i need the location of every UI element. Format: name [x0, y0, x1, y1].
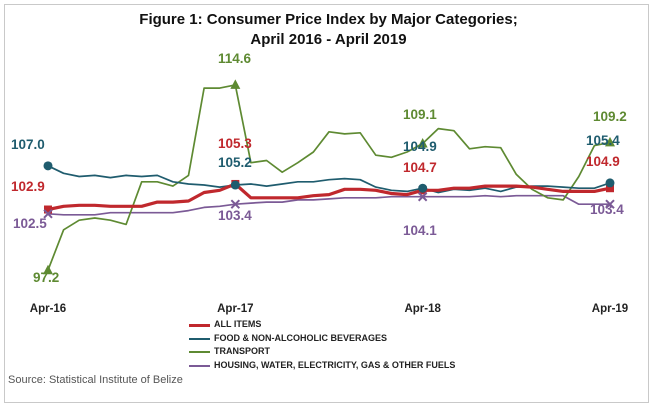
- chart-title: Figure 1: Consumer Price Index by Major …: [139, 11, 518, 28]
- series-line-all-items: [46, 182, 612, 212]
- legend-label: TRANSPORT: [214, 346, 270, 356]
- data-label-transport-0: 97.2: [33, 270, 59, 285]
- source-note: Source: Statistical Institute of Belize: [8, 374, 183, 386]
- legend-swatch: [189, 324, 210, 327]
- data-label-housing-water-electricity-gas-and-other-fuels-0: 102.5: [13, 216, 47, 231]
- data-point-food-and-non-alcoholic-beverages-24: [418, 183, 428, 193]
- data-point-all-items-36: [606, 184, 614, 193]
- series-line-housing-water-electricity-gas-and-other-fuels: [47, 194, 611, 216]
- data-label-all-items-36: 104.9: [586, 154, 620, 169]
- series-line-transport: [47, 84, 611, 272]
- data-label-transport-24: 109.1: [403, 107, 437, 122]
- data-label-housing-water-electricity-gas-and-other-fuels-12: 103.4: [218, 208, 252, 223]
- x-tick-label-apr-16: Apr-16: [30, 303, 66, 315]
- legend-label: ALL ITEMS: [214, 319, 262, 329]
- data-point-transport-12: [230, 79, 241, 89]
- data-point-food-and-non-alcoholic-beverages-0: [43, 161, 53, 171]
- data-point-transport-0: [43, 264, 53, 275]
- data-point-transport-24: [417, 137, 428, 148]
- legend-entry-all-items: ALL ITEMS: [189, 318, 455, 332]
- legend-entry-transport: TRANSPORT: [189, 345, 455, 359]
- data-label-all-items-12: 105.3: [218, 136, 252, 151]
- legend-swatch: [189, 337, 210, 340]
- data-label-housing-water-electricity-gas-and-other-fuels-24: 104.1: [403, 223, 437, 238]
- chart-title-block: Figure 1: Consumer Price Index by Major …: [0, 10, 657, 50]
- data-point-housing-water-electricity-gas-and-other-fuels-24: [417, 192, 428, 202]
- series-layer: [46, 84, 612, 272]
- legend-label: HOUSING, WATER, ELECTRICITY, GAS & OTHER…: [214, 359, 456, 370]
- data-point-food-and-non-alcoholic-beverages-12: [230, 180, 240, 190]
- legend-swatch: [189, 364, 210, 367]
- data-point-housing-water-electricity-gas-and-other-fuels-36: [605, 199, 615, 209]
- data-label-layer: 102.9 105.3 104.7 104.9 107.0 105.2 104.9 105.4…: [11, 51, 627, 285]
- data-label-all-items-24: 104.7: [403, 160, 437, 175]
- data-point-food-and-non-alcoholic-beverages-36: [605, 178, 615, 188]
- x-tick-label-apr-17: Apr-17: [217, 303, 253, 315]
- legend-entry-food-and-non-alcoholic-beverages: FOOD & NON-ALCOHOLIC BEVERAGES: [189, 332, 455, 346]
- x-axis-ticks: Apr-16 Apr-17 Apr-18 Apr-19: [30, 303, 628, 315]
- series-line-food-and-non-alcoholic-beverages: [47, 164, 611, 194]
- legend: ALL ITEMS FOOD & NON-ALCOHOLIC BEVERAGES T…: [189, 318, 455, 372]
- data-label-food-and-non-alcoholic-beverages-36: 105.4: [586, 133, 620, 148]
- legend-entry-housing-water-electricity-gas-and-other-fuels: HOUSING, WATER, ELECTRICITY, GAS & OTHER…: [189, 359, 455, 373]
- chart-frame: [4, 4, 649, 403]
- data-label-transport-36: 109.2: [593, 109, 627, 124]
- data-label-food-and-non-alcoholic-beverages-0: 107.0: [11, 137, 45, 152]
- marker-layer: [43, 79, 615, 275]
- legend-label: FOOD & NON-ALCOHOLIC BEVERAGES: [214, 332, 388, 343]
- data-point-housing-water-electricity-gas-and-other-fuels-12: [230, 199, 241, 209]
- data-point-transport-36: [605, 136, 615, 147]
- chart-subtitle: April 2016 - April 2019: [250, 31, 407, 48]
- data-label-all-items-0: 102.9: [11, 179, 45, 194]
- legend-swatch: [189, 351, 210, 353]
- x-tick-label-apr-18: Apr-18: [404, 303, 441, 315]
- data-point-housing-water-electricity-gas-and-other-fuels-0: [43, 209, 53, 219]
- x-tick-label-apr-19: Apr-19: [592, 303, 628, 315]
- data-label-food-and-non-alcoholic-beverages-24: 104.9: [403, 139, 437, 154]
- data-point-all-items-0: [44, 205, 52, 214]
- data-label-food-and-non-alcoholic-beverages-12: 105.2: [218, 155, 252, 170]
- data-label-transport-12: 114.6: [218, 51, 252, 66]
- data-label-housing-water-electricity-gas-and-other-fuels-36: 103.4: [590, 202, 624, 217]
